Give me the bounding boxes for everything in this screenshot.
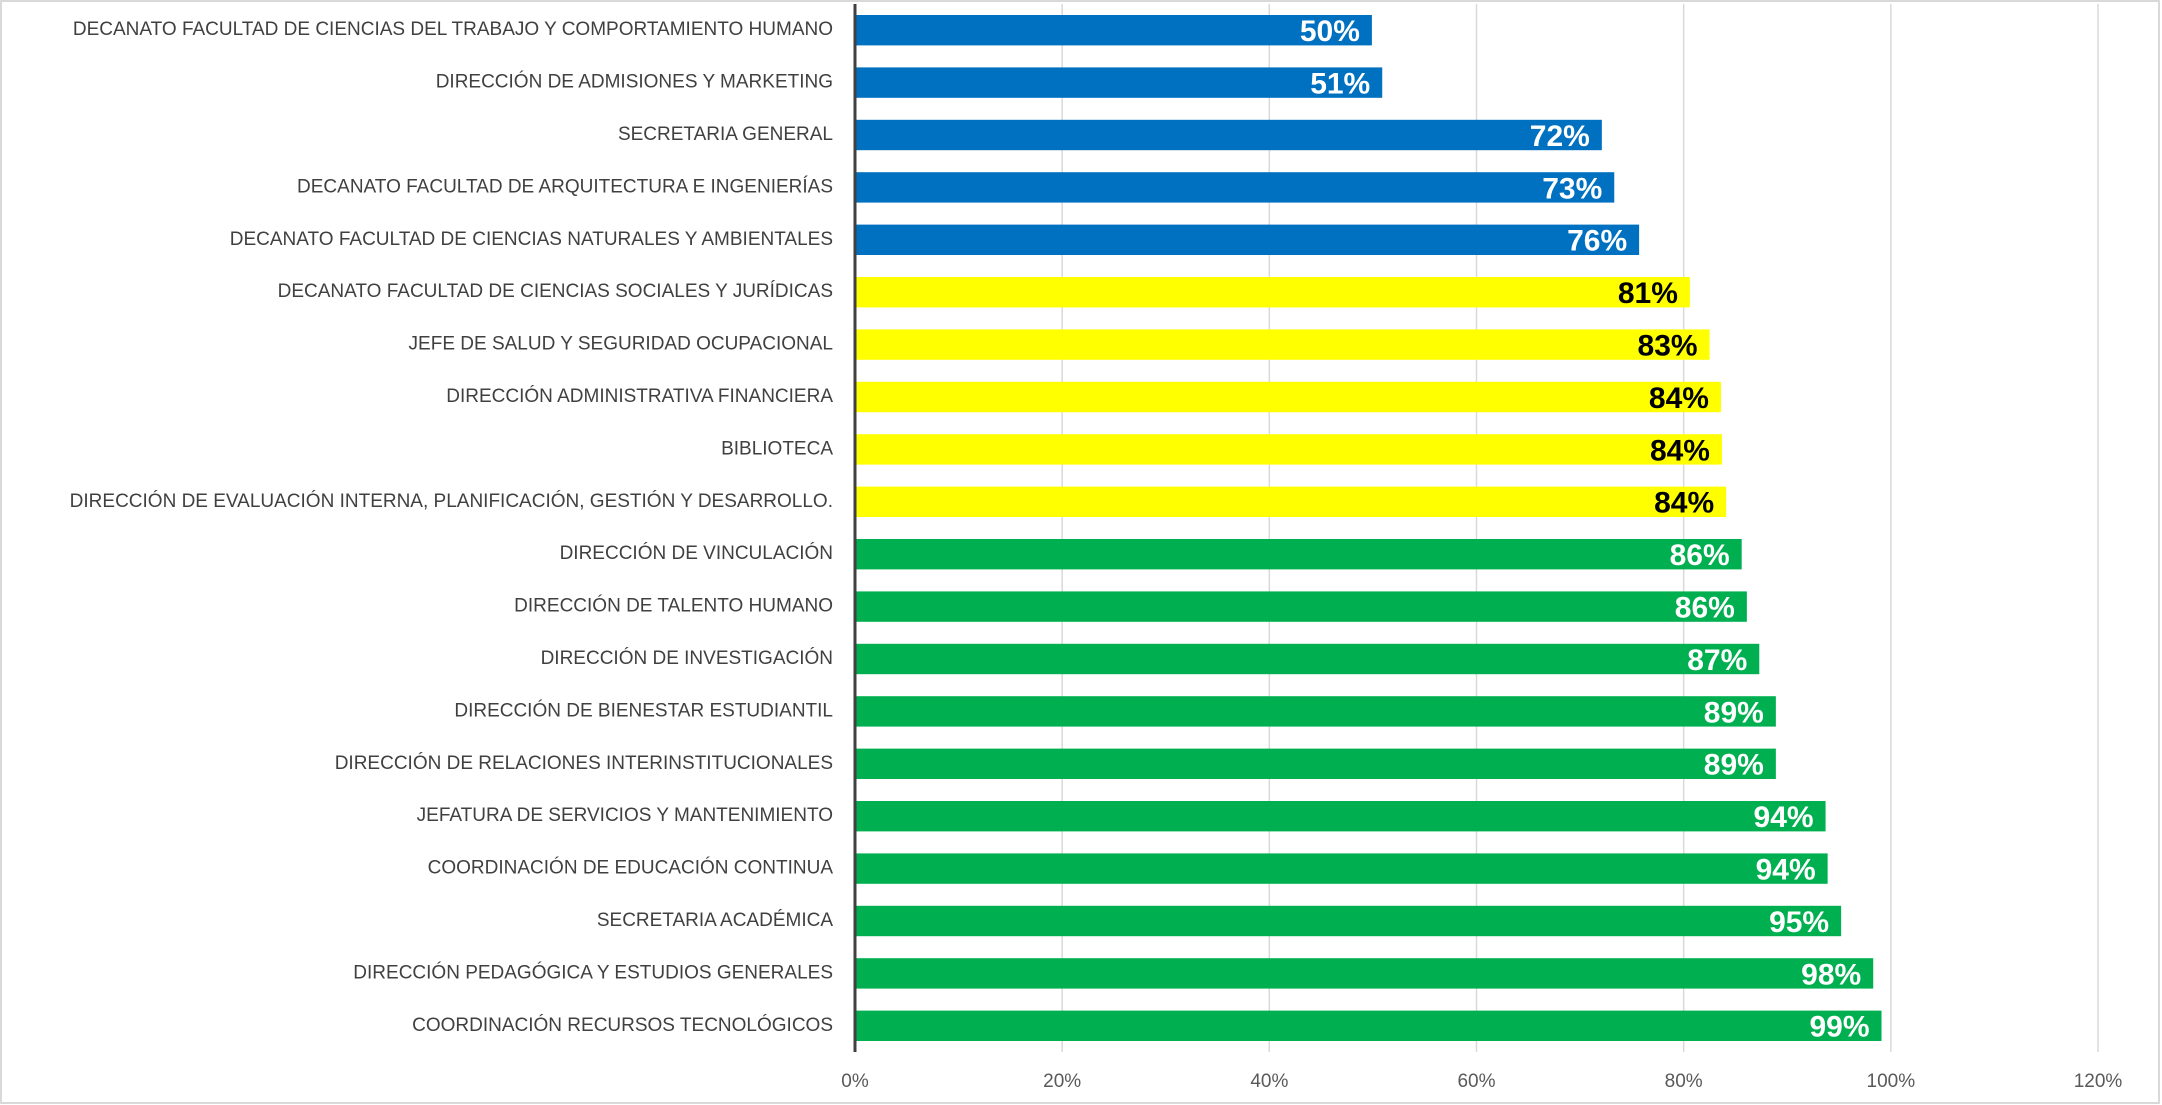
value-label: 95% — [1769, 906, 1829, 939]
value-label: 50% — [1300, 15, 1360, 48]
x-tick-label: 60% — [1457, 1071, 1495, 1092]
bar — [855, 1010, 1882, 1041]
value-label: 51% — [1310, 68, 1370, 101]
bar — [855, 434, 1722, 465]
value-label: 86% — [1675, 592, 1735, 625]
value-label: 73% — [1542, 172, 1602, 205]
bar — [855, 539, 1742, 570]
y-tick-label: COORDINACIÓN RECURSOS TECNOLÓGICOS — [412, 1014, 833, 1036]
y-tick-label: DIRECCIÓN DE ADMISIONES Y MARKETING — [436, 71, 833, 93]
bar — [855, 643, 1760, 675]
value-label: 81% — [1618, 277, 1678, 310]
bar — [855, 748, 1776, 779]
value-label: 89% — [1704, 749, 1764, 782]
y-tick-label: JEFE DE SALUD Y SEGURIDAD OCUPACIONAL — [409, 334, 833, 355]
bar — [855, 172, 1615, 203]
value-label: 89% — [1704, 696, 1764, 729]
y-tick-label: DIRECCIÓN DE VINCULACIÓN — [560, 542, 833, 564]
y-tick-label: SECRETARIA GENERAL — [618, 124, 833, 145]
bar — [855, 381, 1721, 413]
bar — [855, 905, 1842, 937]
y-tick-label: DIRECCIÓN DE INVESTIGACIÓN — [541, 647, 833, 669]
value-label: 76% — [1567, 225, 1627, 258]
y-tick-label: SECRETARIA ACADÉMICA — [597, 910, 833, 931]
bar — [855, 696, 1776, 727]
bar — [855, 67, 1383, 98]
bar — [855, 853, 1828, 884]
y-tick-label: BIBLIOTECA — [721, 438, 833, 459]
value-label: 94% — [1754, 801, 1814, 834]
bar — [855, 801, 1826, 832]
bar — [855, 224, 1640, 255]
value-label: 86% — [1670, 539, 1730, 572]
y-tick-label: DIRECCIÓN DE TALENTO HUMANO — [514, 595, 833, 617]
y-tick-label: DIRECCIÓN DE BIENESTAR ESTUDIANTIL — [454, 699, 833, 721]
y-tick-label: DIRECCIÓN PEDAGÓGICA Y ESTUDIOS GENERALE… — [353, 961, 833, 983]
x-tick-label: 100% — [1867, 1071, 1916, 1092]
x-tick-label: 120% — [2074, 1071, 2123, 1092]
x-tick-label: 0% — [841, 1071, 869, 1092]
value-label: 94% — [1756, 854, 1816, 887]
x-tick-label: 80% — [1665, 1071, 1703, 1092]
bar — [855, 591, 1747, 622]
value-label: 84% — [1649, 382, 1709, 415]
value-label: 87% — [1687, 644, 1747, 677]
y-tick-label: JEFATURA DE SERVICIOS Y MANTENIMIENTO — [417, 805, 833, 826]
bar — [855, 329, 1710, 360]
x-tick-label: 20% — [1043, 1071, 1081, 1092]
value-label: 84% — [1654, 487, 1714, 520]
y-tick-label: DIRECCIÓN ADMINISTRATIVA FINANCIERA — [446, 385, 833, 407]
x-tick-label: 40% — [1250, 1071, 1288, 1092]
value-label: 72% — [1530, 120, 1590, 153]
y-tick-label: DIRECCIÓN DE EVALUACIÓN INTERNA, PLANIFI… — [70, 490, 833, 512]
y-tick-label: DIRECCIÓN DE RELACIONES INTERINSTITUCION… — [335, 752, 833, 774]
value-label: 99% — [1809, 1011, 1869, 1044]
bar — [855, 119, 1602, 151]
bar — [855, 277, 1690, 308]
value-label: 84% — [1650, 434, 1710, 467]
y-tick-label: DECANATO FACULTAD DE CIENCIAS DEL TRABAJ… — [73, 19, 833, 40]
value-label: 98% — [1801, 958, 1861, 991]
y-tick-label: COORDINACIÓN DE EDUCACIÓN CONTINUA — [428, 857, 834, 879]
bar — [855, 15, 1372, 46]
bar — [855, 958, 1874, 989]
y-tick-label: DECANATO FACULTAD DE ARQUITECTURA E INGE… — [297, 176, 833, 197]
bar — [855, 486, 1727, 517]
value-label: 83% — [1638, 330, 1698, 363]
y-tick-label: DECANATO FACULTAD DE CIENCIAS SOCIALES Y… — [278, 281, 833, 302]
y-tick-label: DECANATO FACULTAD DE CIENCIAS NATURALES … — [230, 229, 833, 250]
